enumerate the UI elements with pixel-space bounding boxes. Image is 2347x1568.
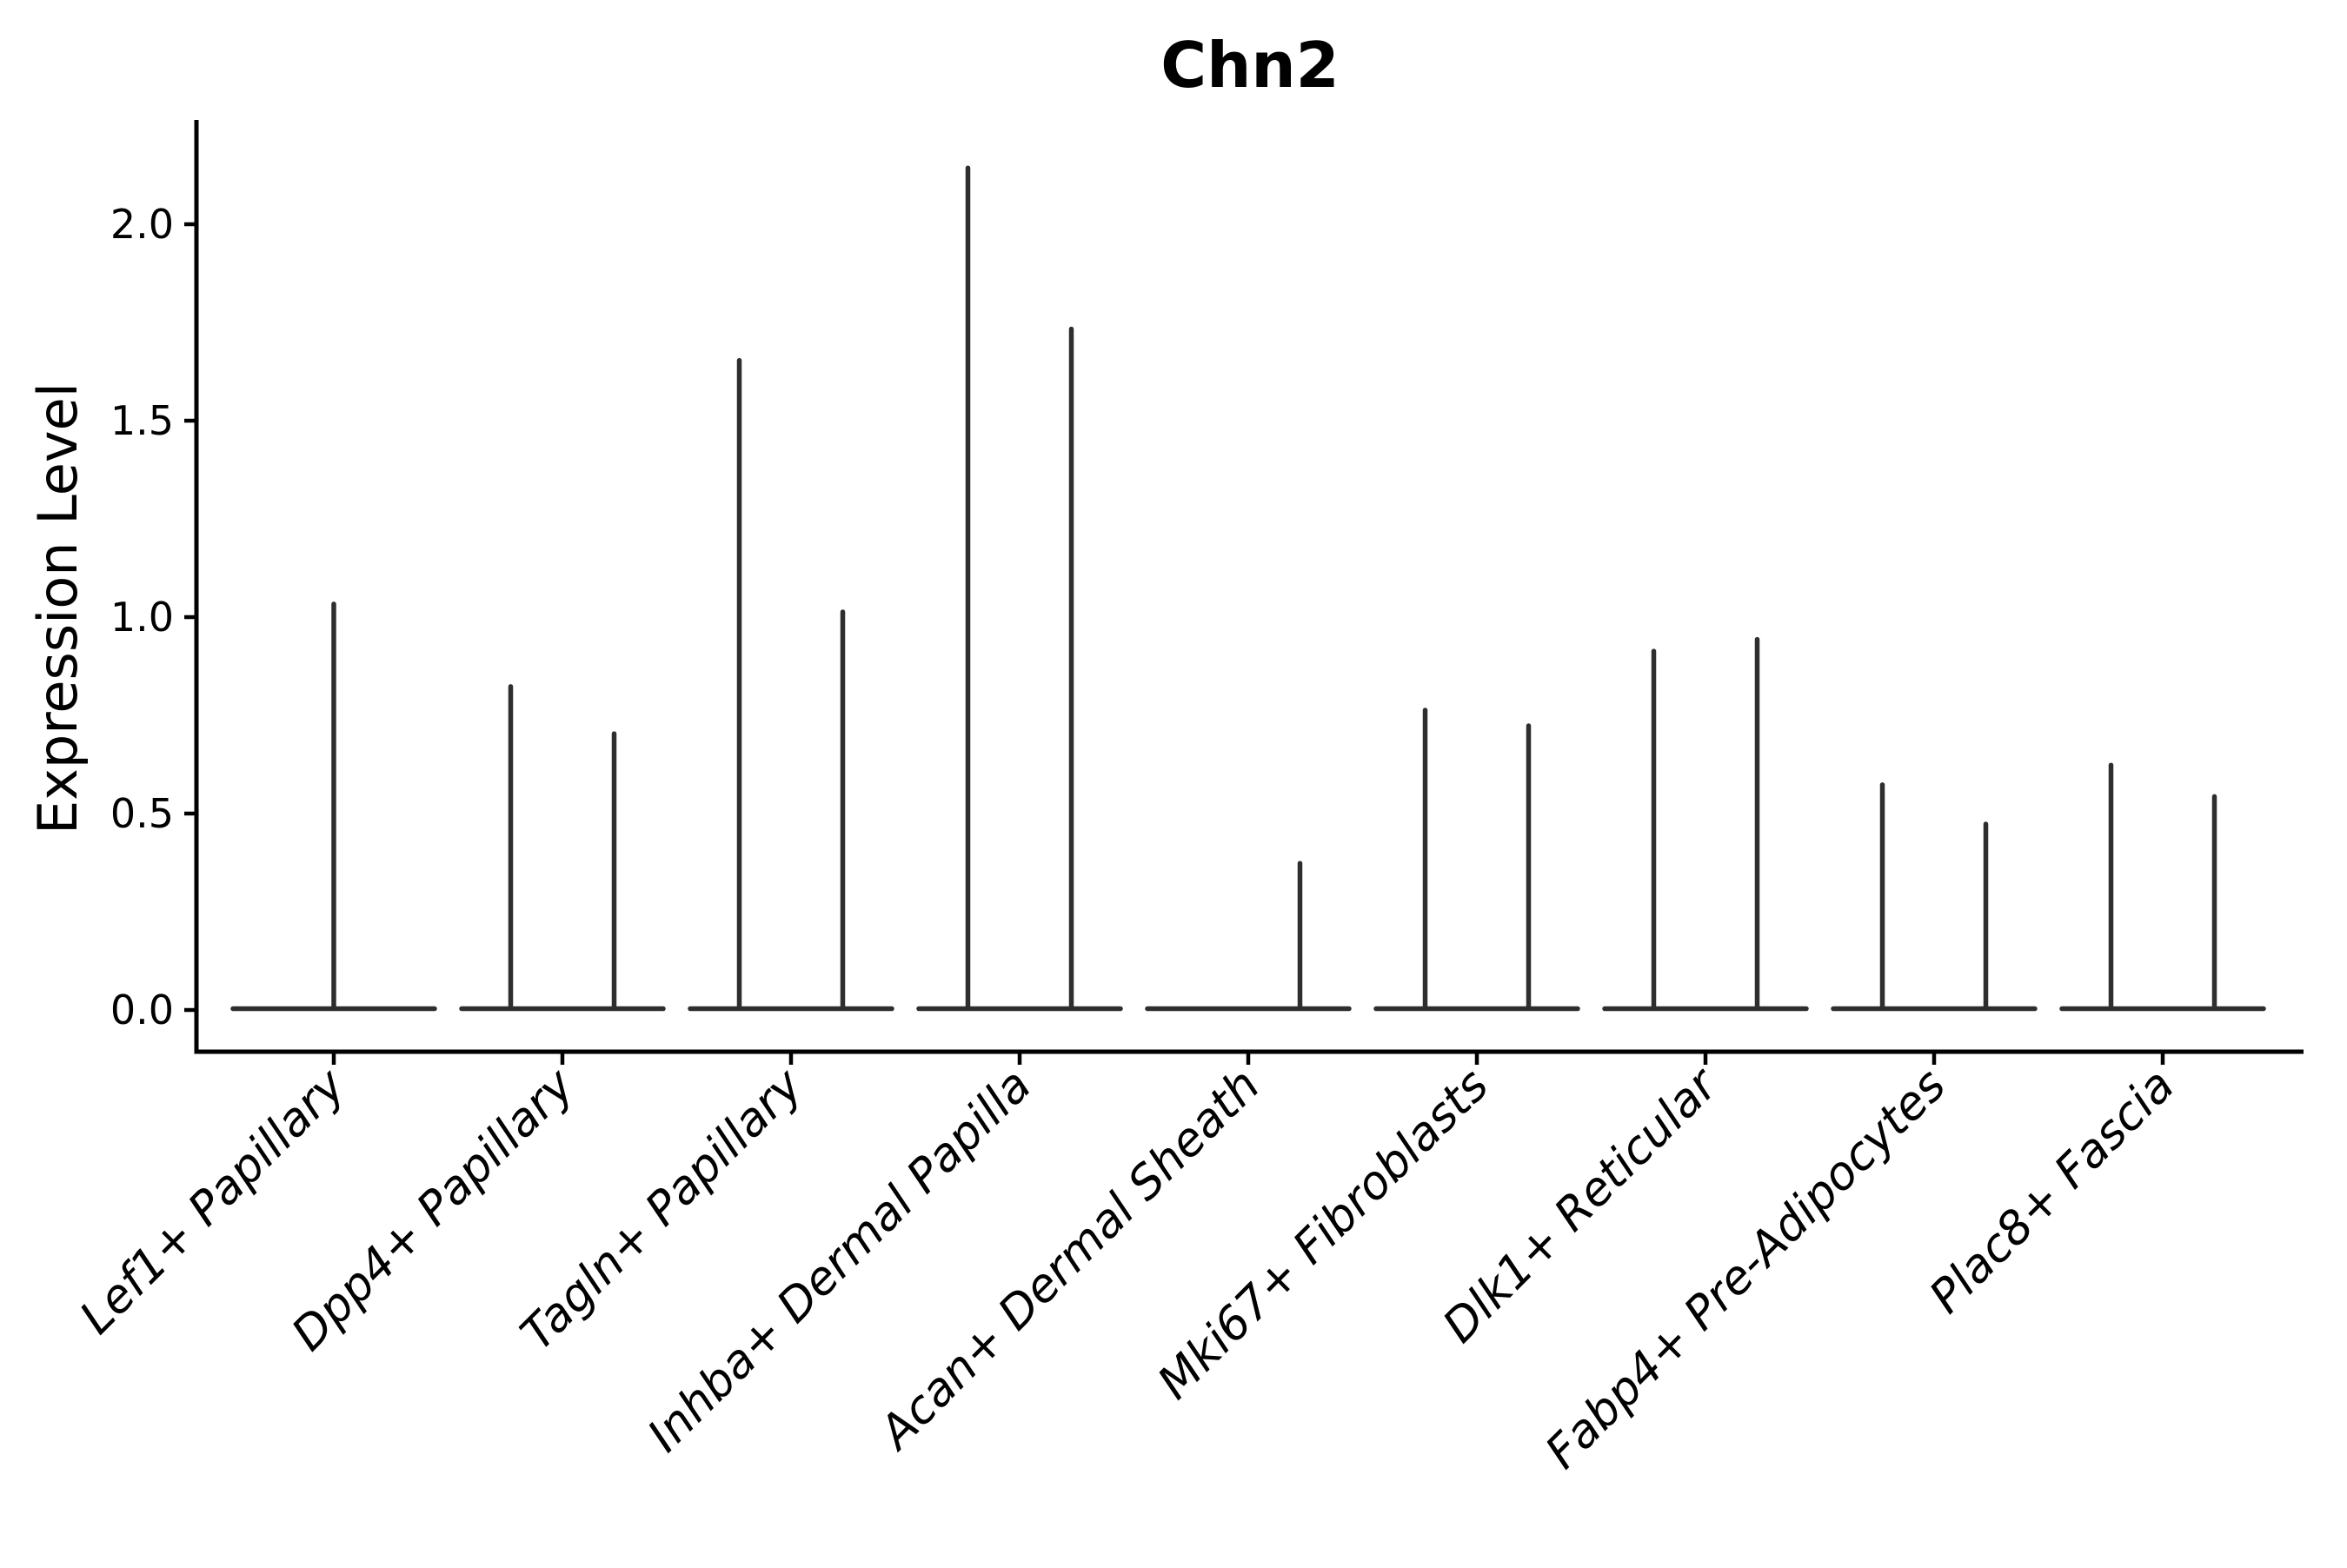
x-tick-label: Fabp4+ Pre-Adipocytes <box>1536 1059 1957 1479</box>
y-tick-label: 0.0 <box>110 987 174 1033</box>
y-tick-label: 1.0 <box>110 594 174 641</box>
y-tick-label: 2.0 <box>110 201 174 248</box>
y-tick-label: 1.5 <box>110 397 174 444</box>
y-tick-label: 0.5 <box>110 790 174 837</box>
x-tick-label: Inhba+ Dermal Papilla <box>638 1059 1041 1462</box>
violins <box>230 165 2266 1012</box>
x-tick-label: Acan+ Dermal Sheath <box>868 1059 1271 1461</box>
y-axis: 0.0 0.5 1.0 1.5 2.0 <box>110 120 199 1054</box>
x-tick-label: Plac8+ Fascia <box>1919 1059 2184 1324</box>
y-axis-title: Expression Level <box>26 382 90 834</box>
chart-title: Chn2 <box>1160 29 1339 102</box>
